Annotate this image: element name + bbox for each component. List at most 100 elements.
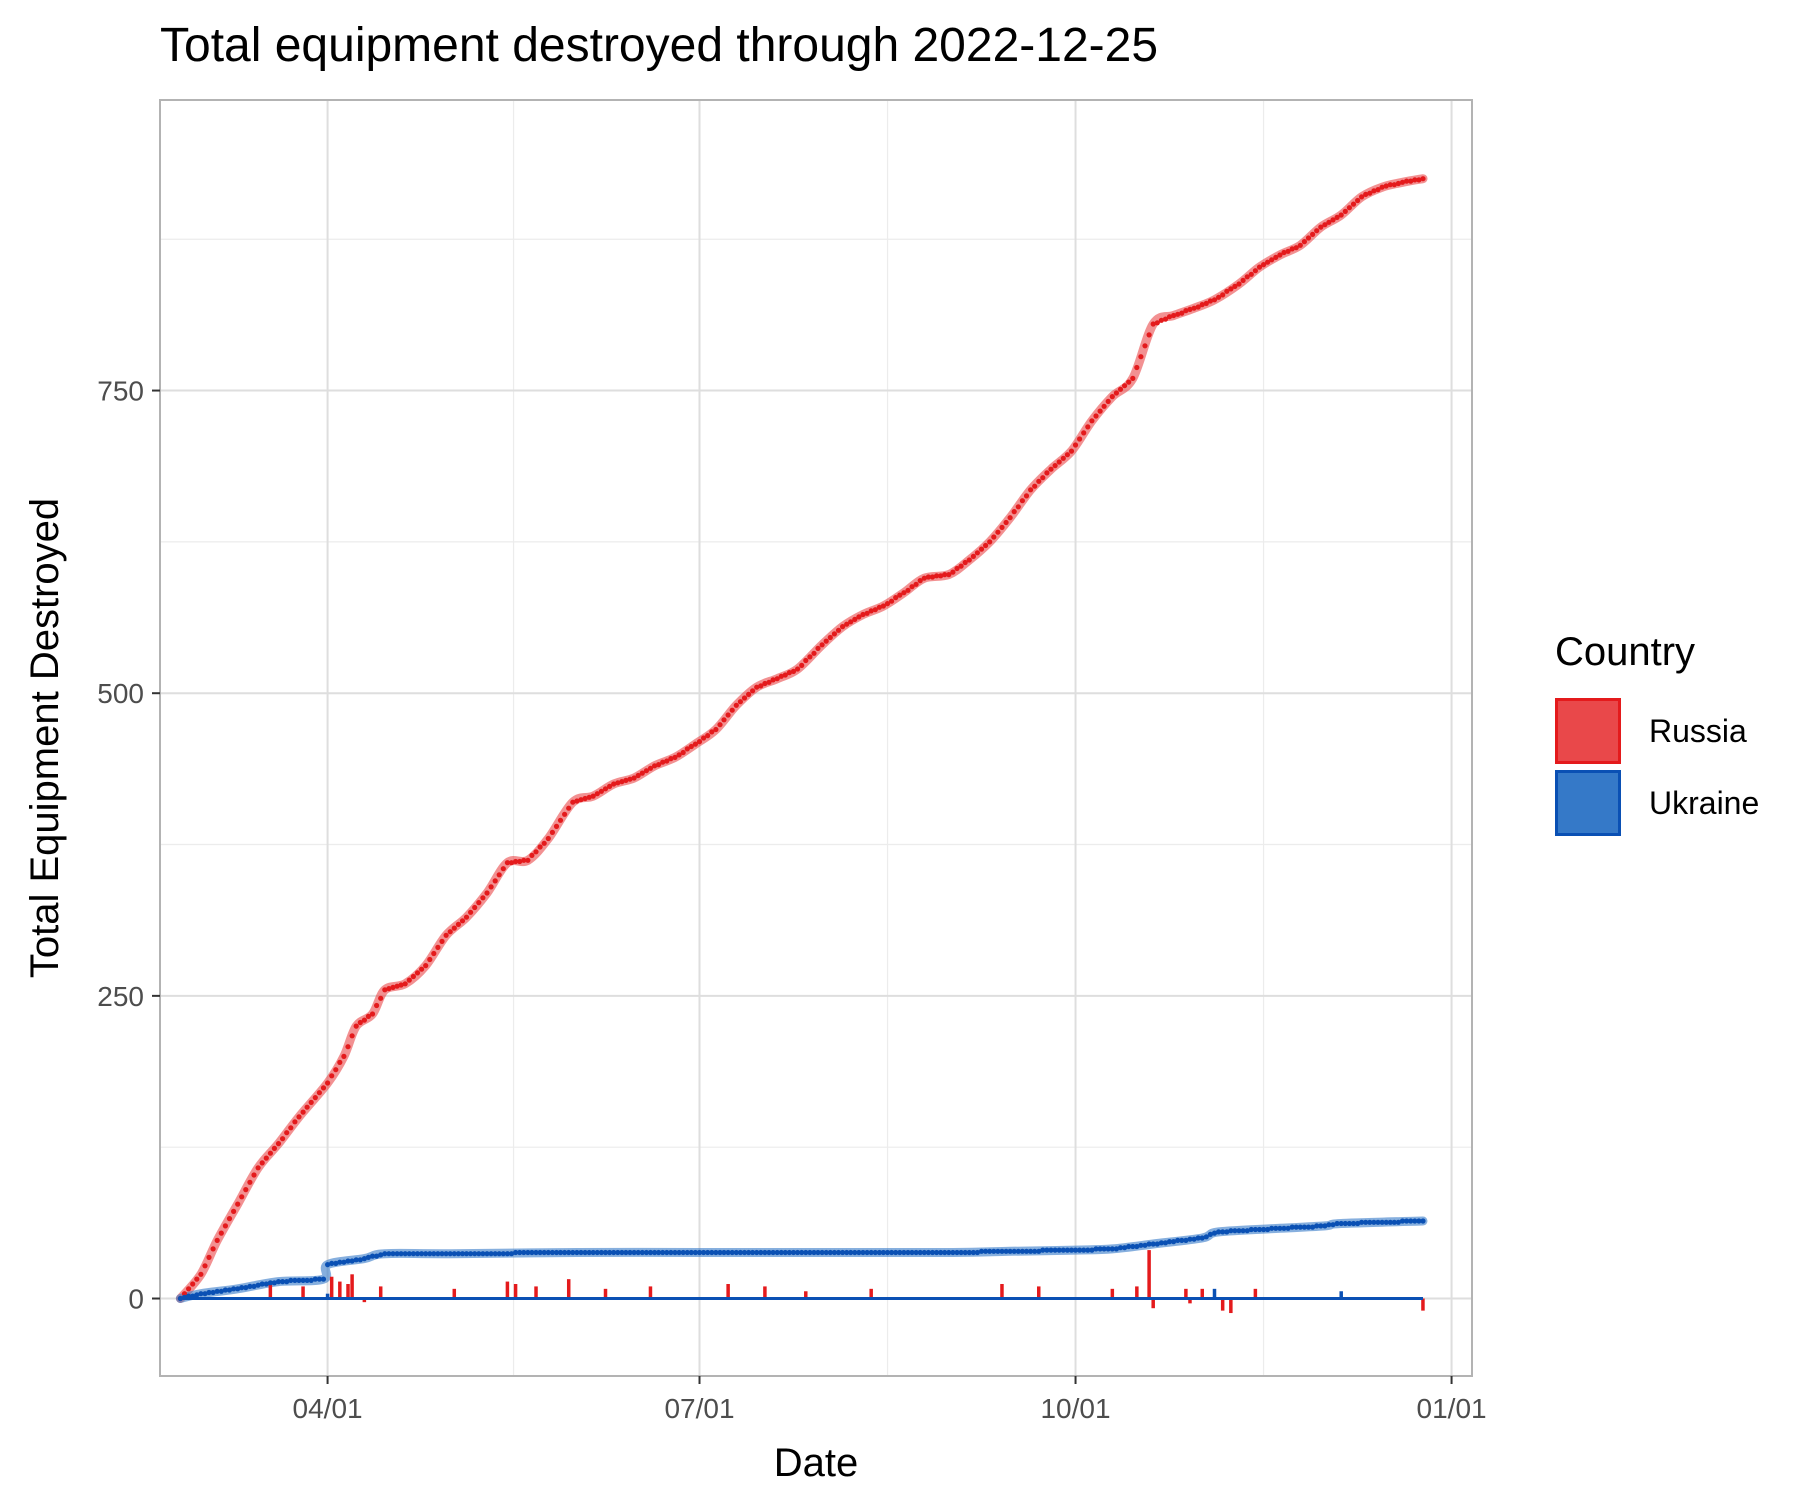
data-point-ukraine — [799, 1249, 805, 1256]
data-point-ukraine — [1211, 1230, 1218, 1236]
data-point-russia — [594, 791, 600, 797]
data-point-russia — [1273, 254, 1279, 260]
data-point-ukraine — [958, 1249, 964, 1256]
data-point-russia — [435, 944, 441, 951]
data-point-ukraine — [455, 1251, 461, 1257]
data-point-ukraine — [844, 1249, 850, 1256]
data-point-russia — [1387, 182, 1393, 188]
data-point-russia — [954, 565, 960, 572]
x-tick-label: 10/01 — [1040, 1393, 1110, 1424]
data-point-russia — [566, 805, 572, 811]
data-point-ukraine — [557, 1249, 564, 1256]
data-point-ukraine — [1089, 1247, 1095, 1253]
data-point-russia — [983, 542, 989, 549]
data-point-russia — [970, 553, 977, 560]
data-point-ukraine — [725, 1249, 731, 1256]
data-point-russia — [472, 904, 478, 911]
data-point-ukraine — [1342, 1220, 1348, 1227]
data-point-russia — [1199, 302, 1205, 308]
data-point-russia — [778, 673, 784, 679]
data-point-ukraine — [1305, 1224, 1312, 1230]
data-point-russia — [357, 1019, 363, 1026]
data-point-ukraine — [1150, 1241, 1156, 1247]
data-point-ukraine — [222, 1287, 228, 1293]
data-point-russia — [1228, 286, 1234, 292]
data-point-ukraine — [929, 1249, 936, 1256]
data-point-ukraine — [1293, 1224, 1299, 1230]
data-point-russia — [267, 1150, 273, 1156]
data-point-russia — [889, 598, 895, 604]
data-point-ukraine — [942, 1249, 948, 1256]
data-point-ukraine — [1044, 1247, 1050, 1253]
data-point-russia — [1379, 184, 1385, 190]
data-point-russia — [1028, 487, 1034, 493]
data-point-russia — [1207, 298, 1213, 304]
data-point-russia — [1007, 515, 1013, 521]
data-point-russia — [974, 550, 981, 556]
data-point-ukraine — [729, 1249, 735, 1256]
data-point-ukraine — [1355, 1220, 1361, 1227]
data-point-russia — [181, 1291, 188, 1297]
data-point-russia — [427, 956, 433, 963]
data-point-russia — [1216, 294, 1222, 300]
data-point-ukraine — [549, 1249, 556, 1256]
data-point-ukraine — [325, 1262, 331, 1268]
data-point-russia — [1252, 268, 1258, 274]
data-point-ukraine — [1175, 1237, 1181, 1243]
data-point-ukraine — [1228, 1228, 1234, 1234]
data-point-ukraine — [602, 1249, 609, 1256]
data-point-ukraine — [619, 1249, 625, 1256]
data-point-ukraine — [1138, 1242, 1144, 1248]
data-point-ukraine — [1412, 1218, 1418, 1224]
data-point-ukraine — [553, 1249, 560, 1256]
data-point-ukraine — [762, 1249, 768, 1256]
data-point-ukraine — [492, 1251, 498, 1257]
data-point-ukraine — [978, 1248, 985, 1254]
data-point-russia — [1220, 292, 1226, 298]
data-point-ukraine — [680, 1249, 686, 1256]
data-point-russia — [484, 890, 490, 896]
data-point-russia — [1224, 288, 1230, 294]
data-point-ukraine — [905, 1249, 911, 1256]
data-point-ukraine — [521, 1249, 527, 1256]
data-point-russia — [447, 929, 453, 935]
minor-gridlines — [160, 100, 1472, 1376]
data-point-ukraine — [790, 1249, 797, 1256]
data-point-russia — [423, 963, 429, 969]
data-point-russia — [394, 983, 400, 989]
data-point-ukraine — [1326, 1222, 1332, 1228]
data-point-russia — [1281, 249, 1287, 256]
data-point-ukraine — [652, 1249, 658, 1256]
data-point-russia — [1117, 386, 1124, 392]
data-point-russia — [235, 1201, 241, 1207]
data-point-russia — [194, 1276, 200, 1282]
data-point-ukraine — [754, 1249, 760, 1256]
data-point-ukraine — [713, 1249, 719, 1256]
data-point-russia — [206, 1254, 212, 1260]
data-point-ukraine — [1077, 1247, 1083, 1253]
data-point-russia — [652, 763, 658, 769]
data-point-russia — [1269, 257, 1275, 263]
data-point-ukraine — [925, 1249, 932, 1256]
data-point-russia — [807, 654, 813, 660]
data-point-ukraine — [500, 1251, 506, 1257]
data-point-russia — [709, 729, 715, 735]
data-point-russia — [1130, 375, 1136, 381]
y-tick-label: 750 — [97, 376, 144, 407]
data-point-ukraine — [353, 1257, 359, 1263]
data-point-russia — [770, 677, 776, 683]
data-point-ukraine — [414, 1251, 421, 1257]
data-point-ukraine — [255, 1282, 261, 1288]
data-point-russia — [950, 569, 956, 575]
data-point-russia — [488, 884, 494, 890]
data-point-ukraine — [803, 1249, 809, 1256]
data-point-ukraine — [774, 1249, 780, 1256]
data-point-ukraine — [1404, 1218, 1410, 1224]
data-point-russia — [300, 1109, 306, 1115]
data-point-russia — [1056, 459, 1062, 465]
data-point-ukraine — [1105, 1246, 1111, 1252]
data-point-russia — [1134, 364, 1140, 371]
data-point-ukraine — [1395, 1219, 1401, 1225]
data-point-ukraine — [214, 1288, 220, 1294]
data-point-ukraine — [210, 1289, 216, 1296]
